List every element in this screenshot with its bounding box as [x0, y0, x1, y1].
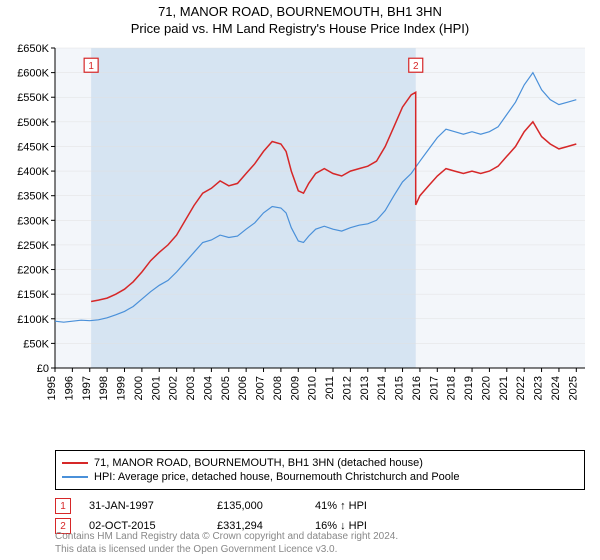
svg-text:2008: 2008 — [272, 376, 284, 400]
svg-text:2018: 2018 — [446, 376, 458, 400]
svg-text:£600K: £600K — [17, 68, 49, 80]
svg-text:1996: 1996 — [63, 376, 75, 400]
svg-text:2001: 2001 — [150, 376, 162, 400]
svg-text:£550K: £550K — [17, 92, 49, 104]
svg-text:2014: 2014 — [376, 376, 388, 400]
svg-text:2015: 2015 — [394, 376, 406, 400]
svg-text:£300K: £300K — [17, 215, 49, 227]
footer: Contains HM Land Registry data © Crown c… — [55, 531, 398, 556]
svg-text:2: 2 — [413, 61, 419, 72]
svg-text:2021: 2021 — [498, 376, 510, 400]
svg-text:2003: 2003 — [185, 376, 197, 400]
svg-text:£200K: £200K — [17, 265, 49, 277]
svg-text:£0: £0 — [37, 363, 49, 375]
svg-text:2019: 2019 — [463, 376, 475, 400]
trade-row: 1 31-JAN-1997 £135,000 41% ↑ HPI — [55, 498, 585, 514]
svg-text:1998: 1998 — [98, 376, 110, 400]
svg-text:2005: 2005 — [220, 376, 232, 400]
svg-text:2002: 2002 — [168, 376, 180, 400]
svg-text:2000: 2000 — [133, 376, 145, 400]
svg-text:1: 1 — [88, 61, 94, 72]
svg-text:1997: 1997 — [81, 376, 93, 400]
svg-text:2013: 2013 — [359, 376, 371, 400]
legend-row: 71, MANOR ROAD, BOURNEMOUTH, BH1 3HN (de… — [62, 457, 578, 469]
legend-label: 71, MANOR ROAD, BOURNEMOUTH, BH1 3HN (de… — [94, 457, 423, 469]
svg-text:1999: 1999 — [116, 376, 128, 400]
svg-text:£250K: £250K — [17, 240, 49, 252]
legend-row: HPI: Average price, detached house, Bour… — [62, 471, 578, 483]
svg-text:2022: 2022 — [515, 376, 527, 400]
trade-price: £135,000 — [217, 500, 297, 512]
svg-text:2024: 2024 — [550, 376, 562, 400]
svg-text:1995: 1995 — [46, 376, 58, 400]
svg-text:2009: 2009 — [289, 376, 301, 400]
trade-hpi: 41% ↑ HPI — [315, 500, 415, 512]
chart-container: 71, MANOR ROAD, BOURNEMOUTH, BH1 3HN Pri… — [0, 0, 600, 560]
svg-text:2012: 2012 — [341, 376, 353, 400]
svg-text:2010: 2010 — [307, 376, 319, 400]
svg-text:£100K: £100K — [17, 314, 49, 326]
svg-text:2020: 2020 — [480, 376, 492, 400]
chart-svg: £0 £50K £100K £150K £200K £250K £300K £350K £400… — [0, 40, 600, 460]
footer-line: This data is licensed under the Open Gov… — [55, 544, 398, 557]
title-line2: Price paid vs. HM Land Registry's House … — [0, 21, 600, 38]
legend-swatch-red — [62, 462, 88, 464]
svg-text:2007: 2007 — [255, 376, 267, 400]
svg-text:£400K: £400K — [17, 166, 49, 178]
legend: 71, MANOR ROAD, BOURNEMOUTH, BH1 3HN (de… — [55, 450, 585, 490]
svg-text:2025: 2025 — [567, 376, 579, 400]
svg-text:2004: 2004 — [202, 376, 214, 400]
svg-text:2016: 2016 — [411, 376, 423, 400]
svg-text:£50K: £50K — [23, 338, 49, 350]
svg-text:£450K: £450K — [17, 141, 49, 153]
trade-marker-icon: 1 — [55, 498, 71, 514]
svg-text:2011: 2011 — [324, 376, 336, 400]
svg-text:2017: 2017 — [428, 376, 440, 400]
svg-text:£150K: £150K — [17, 289, 49, 301]
svg-text:2006: 2006 — [237, 376, 249, 400]
svg-text:£500K: £500K — [17, 117, 49, 129]
footer-line: Contains HM Land Registry data © Crown c… — [55, 531, 398, 544]
svg-text:£650K: £650K — [17, 43, 49, 55]
title-line1: 71, MANOR ROAD, BOURNEMOUTH, BH1 3HN — [0, 0, 600, 21]
svg-text:2023: 2023 — [533, 376, 545, 400]
trade-date: 31-JAN-1997 — [89, 500, 199, 512]
svg-text:£350K: £350K — [17, 191, 49, 203]
legend-swatch-blue — [62, 476, 88, 478]
legend-label: HPI: Average price, detached house, Bour… — [94, 471, 459, 483]
